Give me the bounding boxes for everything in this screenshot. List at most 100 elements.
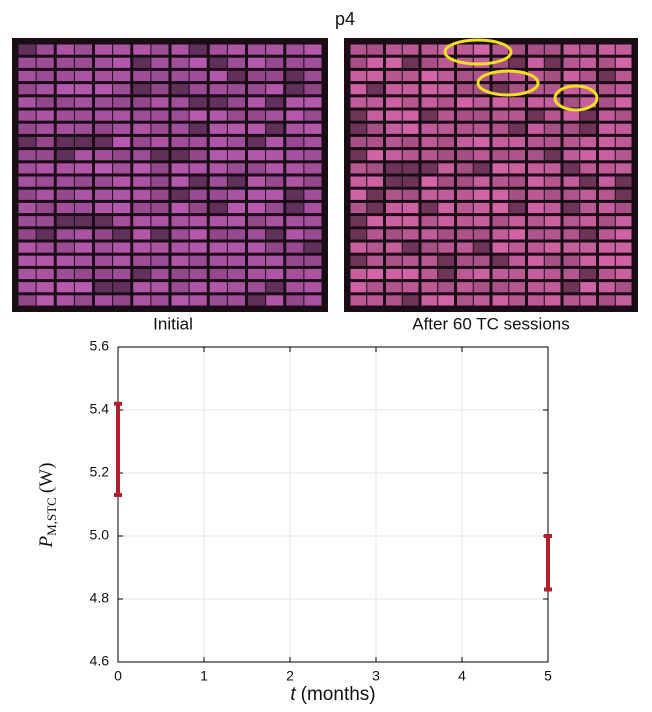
el-cell [580, 97, 596, 108]
el-cell [421, 123, 438, 134]
el-cell [386, 163, 402, 174]
el-cell [402, 295, 419, 306]
el-cell [402, 44, 419, 55]
el-cell [248, 216, 266, 227]
el-cell [528, 163, 544, 174]
el-cell [599, 44, 615, 55]
el-cell [227, 295, 245, 306]
el-cell [113, 295, 131, 306]
el-cell [457, 163, 473, 174]
el-cell [227, 57, 245, 68]
el-cell [18, 189, 36, 200]
el-cell [227, 255, 245, 266]
el-cell [438, 84, 454, 95]
el-cell [133, 176, 151, 187]
el-cell [227, 202, 245, 214]
el-cell [386, 70, 402, 82]
el-cell [509, 136, 525, 148]
el-cell [227, 136, 245, 148]
el-cell [56, 84, 74, 95]
el-cell [599, 57, 615, 68]
el-cell [248, 97, 266, 108]
el-cell [599, 97, 615, 108]
y-tick-label: 4.8 [90, 590, 110, 606]
el-cell [133, 163, 151, 174]
el-cell [386, 97, 402, 108]
el-cell [171, 110, 189, 121]
el-cell [386, 110, 402, 121]
el-cell [615, 189, 632, 200]
el-cell [350, 216, 367, 227]
x-label-unit: (months) [301, 684, 376, 705]
el-cell [509, 268, 525, 280]
el-cell [56, 242, 74, 253]
el-cell [248, 57, 266, 68]
el-cell [544, 97, 561, 108]
el-cell [402, 216, 419, 227]
el-cell [421, 163, 438, 174]
el-cell [36, 84, 54, 95]
el-cell [209, 229, 227, 240]
el-cell [248, 110, 266, 121]
el-cell [248, 282, 266, 293]
el-cell [95, 255, 113, 266]
el-cell [151, 216, 169, 227]
el-cell [509, 44, 525, 55]
el-cell [438, 163, 454, 174]
el-cell [227, 84, 245, 95]
el-cell [509, 202, 525, 214]
el-cell [615, 136, 632, 148]
el-cell [133, 255, 151, 266]
el-cell [18, 216, 36, 227]
el-cell [350, 163, 367, 174]
el-cell [151, 229, 169, 240]
el-cell [151, 110, 169, 121]
el-cell [95, 44, 113, 55]
el-cell [350, 268, 367, 280]
el-cell [286, 110, 304, 121]
el-cell [386, 123, 402, 134]
y-tick-label: 4.6 [90, 653, 110, 669]
el-cell [473, 268, 490, 280]
el-cell [56, 202, 74, 214]
el-cell [386, 202, 402, 214]
el-cell [421, 110, 438, 121]
el-cell [133, 242, 151, 253]
el-cell [266, 268, 284, 280]
el-cell [457, 216, 473, 227]
el-cell [421, 282, 438, 293]
el-cell [286, 123, 304, 134]
el-cell [133, 84, 151, 95]
el-cell [266, 176, 284, 187]
el-cell [350, 136, 367, 148]
el-cell [95, 136, 113, 148]
el-cell [209, 216, 227, 227]
el-cell [56, 255, 74, 266]
el-cell [56, 268, 74, 280]
el-cell [563, 57, 580, 68]
el-cell [528, 70, 544, 82]
el-cell [421, 255, 438, 266]
el-cell [151, 295, 169, 306]
el-cell [74, 163, 92, 174]
el-cell [248, 150, 266, 161]
el-cell [133, 136, 151, 148]
el-cell [18, 44, 36, 55]
el-cell [133, 110, 151, 121]
el-cell [350, 189, 367, 200]
el-cell [599, 268, 615, 280]
el-cell [473, 176, 490, 187]
el-cell [492, 216, 509, 227]
el-cell [386, 189, 402, 200]
el-cell [304, 216, 322, 227]
el-cell [544, 229, 561, 240]
el-cell [286, 70, 304, 82]
el-cell [457, 229, 473, 240]
el-cell [18, 84, 36, 95]
el-cell [171, 268, 189, 280]
el-cell [402, 163, 419, 174]
el-cell [74, 57, 92, 68]
el-cell [367, 163, 383, 174]
y-label-sub: M,STC [44, 497, 59, 536]
el-cell [248, 189, 266, 200]
